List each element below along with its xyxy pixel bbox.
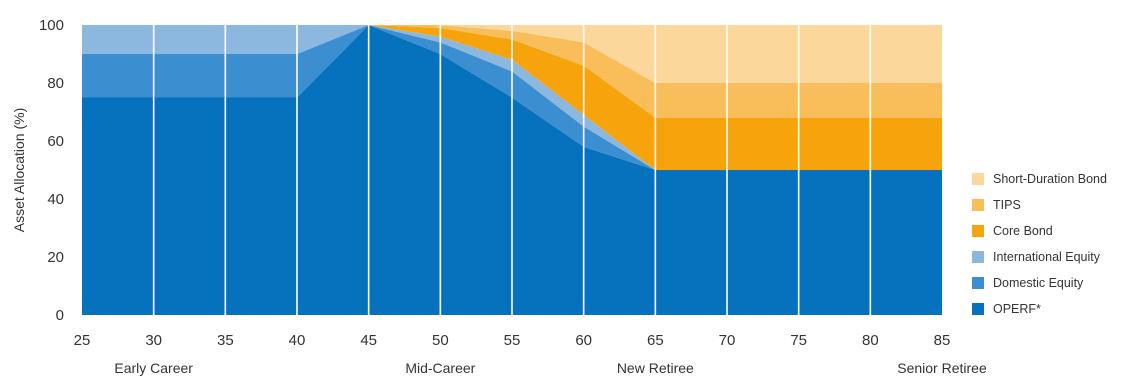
legend-item: Short-Duration Bond [972,168,1122,189]
x-tick-label: 60 [575,332,592,349]
x-tick-label: 50 [432,332,449,349]
x-tick-label: 55 [504,332,521,349]
legend-item: Domestic Equity [972,272,1122,293]
x-tick-label: 65 [647,332,664,349]
legend-swatch [972,224,984,237]
x-tick-label: 30 [145,332,162,349]
y-axis-ticks: 0 20 40 60 80 100 [39,17,64,324]
legend-swatch [972,198,984,211]
legend-item: International Equity [972,246,1122,267]
x-tick-label: 75 [790,332,807,349]
y-tick-label: 0 [56,307,64,324]
legend-label: Domestic Equity [993,275,1084,290]
y-tick-label: 20 [47,249,64,266]
x-tick-label: 70 [719,332,736,349]
y-axis-label: Asset Allocation (%) [11,108,27,233]
legend-item: Core Bond [972,220,1122,241]
legend-item: TIPS [972,194,1122,215]
y-tick-label: 80 [47,75,64,92]
legend-swatch [972,172,984,185]
legend-label: Core Bond [993,223,1053,238]
y-tick-label: 60 [47,133,64,150]
legend-swatch [972,276,984,289]
x-tick-label: 45 [360,332,377,349]
legend-label: TIPS [993,197,1021,212]
y-tick-label: 40 [47,191,64,208]
phase-label: New Retiree [617,360,694,376]
legend-label: OPERF* [993,301,1041,316]
legend-swatch [972,302,984,315]
x-tick-label: 40 [289,332,306,349]
legend-item: OPERF* [972,298,1122,319]
legend-label: Short-Duration Bond [993,171,1107,186]
x-tick-label: 80 [862,332,879,349]
phase-label: Senior Retiree [897,360,987,376]
x-tick-label: 85 [934,332,951,349]
x-tick-label: 35 [217,332,234,349]
career-phase-labels: Early Career Mid-Career New Retiree Senior … [114,360,987,376]
area-international-equity [82,25,942,170]
x-axis-ticks: 25 30 35 40 45 50 55 60 65 70 75 80 85 [74,332,951,349]
phase-label: Mid-Career [405,360,475,376]
phase-label: Early Career [114,360,193,376]
vertical-gridlines [152,25,872,315]
legend-label: International Equity [993,249,1101,264]
legend-swatch [972,250,984,263]
x-tick-label: 25 [74,332,91,349]
y-tick-label: 100 [39,17,64,34]
chart-legend: Short-Duration Bond TIPS Core Bond Internat… [972,168,1122,324]
